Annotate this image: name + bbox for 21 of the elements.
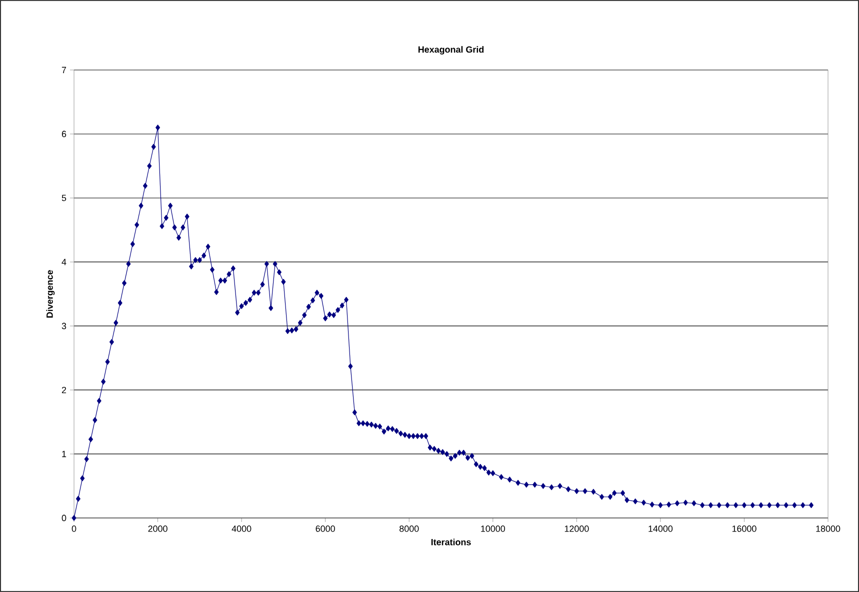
y-tick-label: 7 — [62, 66, 66, 74]
x-axis-title: Iterations — [431, 538, 471, 546]
x-tick-label: 2000 — [148, 526, 168, 532]
y-tick-label: 0 — [62, 514, 66, 522]
x-tick-label: 18000 — [816, 526, 840, 532]
chart-title: Hexagonal Grid — [418, 46, 484, 54]
x-tick-label: 12000 — [564, 526, 589, 532]
x-tick-label: 0 — [72, 526, 76, 532]
x-tick-label: 8000 — [400, 526, 419, 532]
x-tick-label: 10000 — [481, 526, 506, 532]
y-tick-label: 4 — [62, 258, 66, 266]
y-tick-label: 5 — [62, 194, 66, 202]
y-tick-label: 3 — [62, 322, 66, 330]
x-tick-label: 4000 — [232, 526, 252, 532]
x-tick-label: 16000 — [732, 526, 756, 532]
x-tick-label: 6000 — [316, 526, 335, 532]
y-tick-label: 2 — [62, 386, 66, 394]
y-tick-label: 6 — [62, 130, 66, 138]
y-axis-title: Divergence — [46, 270, 55, 318]
y-tick-label: 1 — [62, 450, 66, 458]
x-tick-label: 14000 — [648, 526, 673, 532]
